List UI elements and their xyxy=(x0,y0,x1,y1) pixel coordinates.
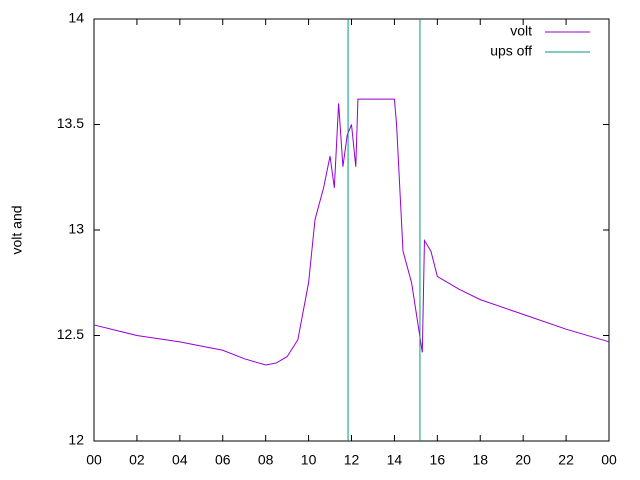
y-tick-label: 12.5 xyxy=(57,326,84,342)
x-tick-label: 00 xyxy=(601,452,617,468)
x-tick-label: 10 xyxy=(301,452,317,468)
x-tick-label: 12 xyxy=(344,452,360,468)
y-tick-label: 13 xyxy=(68,221,84,237)
x-tick-label: 06 xyxy=(215,452,231,468)
x-tick-label: 00 xyxy=(86,452,102,468)
x-tick-label: 14 xyxy=(387,452,403,468)
x-tick-label: 16 xyxy=(430,452,446,468)
x-tick-label: 02 xyxy=(129,452,145,468)
plot-frame xyxy=(93,18,610,442)
legend-label: volt xyxy=(510,23,532,39)
x-tick-label: 18 xyxy=(472,452,488,468)
y-tick-label: 12 xyxy=(68,432,84,448)
x-tick-label: 04 xyxy=(172,452,188,468)
legend-label: ups off xyxy=(490,43,532,59)
y-tick-label: 13.5 xyxy=(57,115,84,131)
volt-line xyxy=(93,98,610,366)
x-tick-label: 08 xyxy=(258,452,274,468)
y-tick-label: 14 xyxy=(68,10,84,26)
x-tick-label: 22 xyxy=(558,452,574,468)
x-tick-label: 20 xyxy=(515,452,531,468)
y-axis-label: volt and xyxy=(9,205,25,254)
